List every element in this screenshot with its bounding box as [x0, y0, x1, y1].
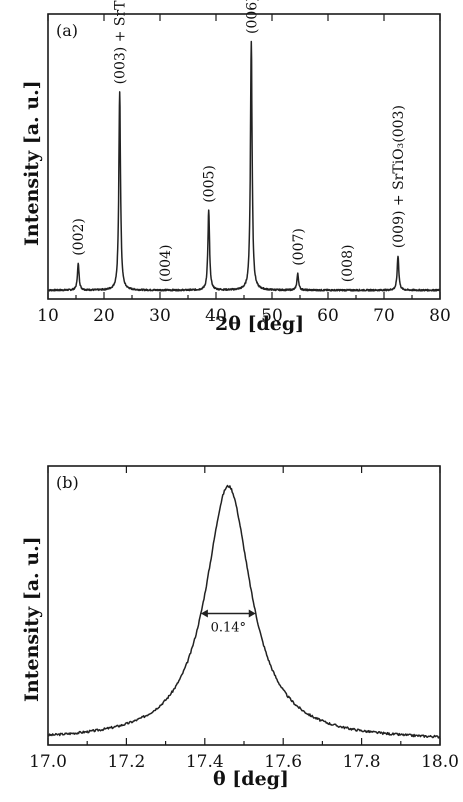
panel-a-peak-label: (006) + SrTiO₃(002): [244, 0, 260, 34]
panel-b-x-tick-label: 17.0: [29, 752, 67, 772]
panel-b-y-axis-label: Intensity [a. u.]: [21, 536, 43, 702]
panel-a-peak-label: (008): [340, 245, 356, 283]
panel-a-x-tick-label: 60: [317, 306, 339, 326]
panel-a-frame: [47, 13, 441, 300]
panel-a-peak-labels: (002) (003) + SrTiO₃(001) (004) (005) (006) …: [71, 0, 407, 282]
panel-a-peak-label: (007): [291, 228, 307, 266]
fwhm-arrow: [200, 609, 256, 618]
panel-a-label: (a): [56, 21, 78, 40]
panel-b-x-tick-label: 18.0: [421, 752, 459, 772]
panel-b-rocking-curve: [47, 484, 441, 739]
panel-a-x-tick-label: 80: [429, 306, 451, 326]
panel-b-x-ticks: [47, 466, 441, 745]
panel-a-x-tick-label: 20: [93, 306, 115, 326]
panel-a: (a) 10 20 30 40 50 60 70 80 (002) (003) + SrTiO₃…: [21, 0, 451, 335]
panel-a-x-tick-label: 70: [373, 306, 395, 326]
panel-a-x-tick-label: 50: [261, 306, 283, 326]
panel-a-peak-label: (002): [71, 218, 87, 256]
panel-a-diffraction-curve: [47, 40, 441, 292]
panel-b-x-tick-label: 17.4: [186, 752, 224, 772]
panel-a-x-tick-labels: 10 20 30 40 50 60 70 80: [37, 306, 451, 326]
panel-a-x-axis-label: 2θ [deg]: [215, 313, 304, 335]
panel-a-peak-label: (009) + SrTiO₃(003): [391, 105, 407, 248]
panel-b-x-axis-label: θ [deg]: [213, 768, 289, 790]
panel-a-x-ticks: [47, 14, 441, 299]
panel-a-peak-label: (005): [202, 165, 218, 203]
panel-b-x-tick-label: 17.2: [107, 752, 145, 772]
panel-b-x-tick-label: 17.8: [343, 752, 381, 772]
panel-b-x-tick-label: 17.6: [264, 752, 302, 772]
panel-a-x-tick-label: 40: [205, 306, 227, 326]
fwhm-arrow-head-right: [248, 609, 256, 618]
fwhm-label: 0.14°: [211, 621, 246, 636]
panel-a-x-tick-label: 10: [37, 306, 59, 326]
panel-b-x-tick-labels: 17.0 17.2 17.4 17.6 17.8 18.0: [29, 752, 459, 772]
fwhm-arrow-head-left: [200, 609, 208, 618]
panel-b-label: (b): [56, 473, 79, 492]
panel-a-peak-label: (004): [158, 245, 174, 283]
panel-a-peak-label: (003) + SrTiO₃(001): [113, 0, 129, 84]
panel-a-x-tick-label: 30: [149, 306, 171, 326]
panel-b: (b) 17.0 17.2 17.4 17.6 17.8 18.0 0.14° θ [de…: [21, 465, 459, 790]
panel-b-frame: [47, 465, 441, 746]
panel-a-y-axis-label: Intensity [a. u.]: [21, 80, 43, 246]
